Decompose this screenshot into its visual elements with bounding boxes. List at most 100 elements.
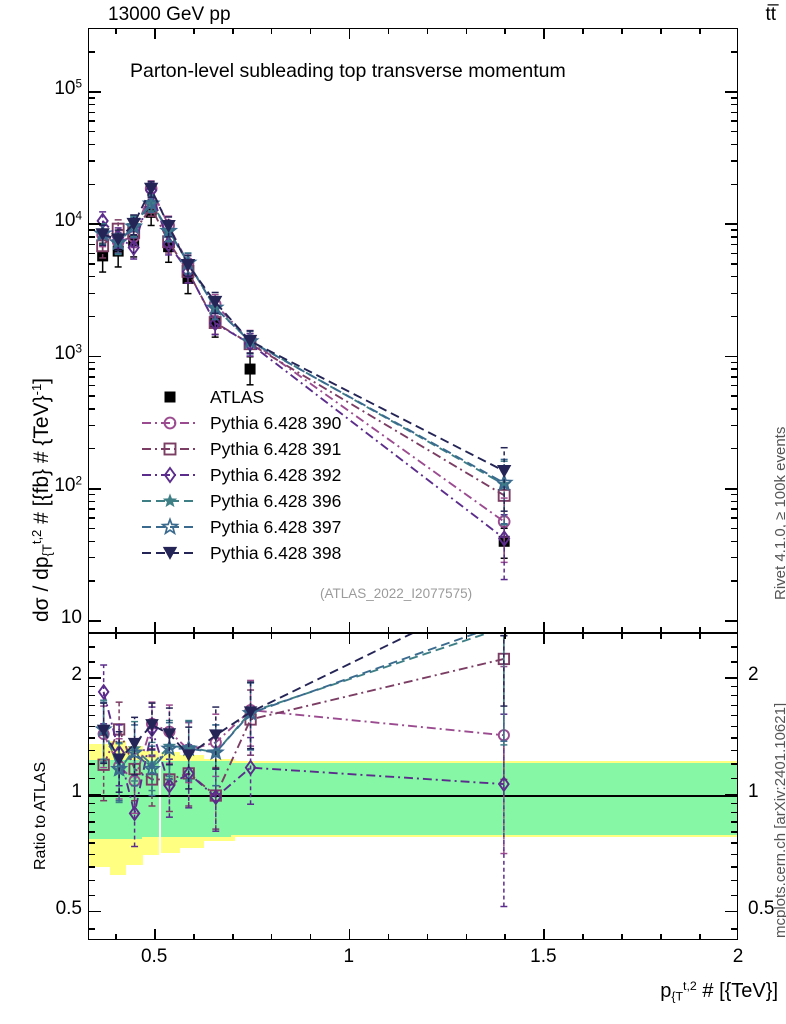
ratio-y-major-tick (725, 793, 738, 796)
ratio-series-line (102, 634, 477, 771)
ratio-y-major-tick (725, 910, 738, 913)
marker-filled-triangle-down (181, 749, 196, 762)
x-tick-bottom (504, 627, 506, 633)
legend-item-pythia-6-428-391[interactable]: Pythia 6.428 391 (140, 436, 341, 462)
y-tick-label: 103 (54, 342, 82, 364)
ratio-series-line (102, 634, 488, 773)
ratio-y-minor-tick (88, 737, 95, 739)
x-tick-top (660, 28, 662, 34)
ratio-y-minor-tick (88, 749, 95, 752)
x-tick-label: 0.5 (140, 946, 168, 967)
legend-key (140, 462, 200, 488)
y-minor-tick (731, 517, 738, 519)
ratio-y-minor-tick (731, 821, 738, 823)
ratio-y-tick-label: 0.5 (55, 897, 82, 919)
y-minor-tick (88, 243, 95, 246)
ratio-y-minor-tick (731, 694, 738, 697)
x-tick-bottom (115, 627, 117, 633)
ratio-y-minor-tick (88, 725, 95, 728)
ratio-y-minor-tick (88, 694, 95, 697)
y-minor-tick (88, 508, 95, 510)
legend-item-pythia-6-428-390[interactable]: Pythia 6.428 390 (140, 410, 341, 436)
ratio-y-minor-tick (731, 704, 738, 706)
y-minor-tick (88, 384, 95, 387)
y-minor-tick (731, 143, 738, 146)
legend-item-atlas[interactable]: ATLAS (140, 384, 341, 410)
y-tick-label: 105 (54, 77, 82, 100)
marker-open-diamond (128, 805, 141, 822)
ratio-y-minor-tick (88, 928, 95, 930)
x-tick-top (582, 28, 584, 34)
y-major-tick (88, 487, 101, 490)
y-minor-tick (731, 493, 738, 496)
marker-filled-square (164, 391, 176, 403)
y-minor-tick (88, 120, 95, 122)
marker-open-diamond (497, 529, 511, 548)
legend-key (140, 514, 200, 540)
y-minor-tick (88, 51, 95, 53)
y-minor-tick (731, 408, 738, 410)
ratio-y-minor-tick (731, 831, 738, 833)
ratio-y-minor-tick (731, 777, 738, 780)
uncertainty-band-green (89, 760, 111, 839)
y-minor-tick (88, 540, 95, 542)
legend-item-pythia-6-428-392[interactable]: Pythia 6.428 392 (140, 462, 341, 488)
x-tick-bottom (543, 622, 545, 633)
marker-filled-triangle-down (162, 728, 177, 741)
marker-open-star (206, 742, 225, 761)
y-major-tick (725, 487, 738, 490)
y-minor-tick (731, 292, 738, 294)
x-tick-bottom (582, 627, 584, 633)
x-tick-top (621, 28, 623, 34)
x-tick-top (348, 28, 351, 39)
ratio-y-major-tick (725, 677, 738, 679)
marker-open-diamond (97, 683, 110, 701)
marker-open-star (494, 472, 514, 492)
ratio-y-minor-tick (731, 685, 738, 688)
legend-item-pythia-6-428-398[interactable]: Pythia 6.428 398 (140, 540, 341, 566)
ratio-y-minor-tick (88, 842, 95, 844)
legend-item-pythia-6-428-396[interactable]: Pythia 6.428 396 (140, 488, 341, 514)
ratio-y-minor-tick (88, 811, 95, 814)
ratio-plot-frame (88, 633, 738, 940)
y-minor-tick (731, 243, 738, 246)
y-minor-tick (88, 252, 95, 255)
ratio-y-minor-tick (731, 879, 738, 882)
y-minor-tick (88, 557, 95, 559)
y-minor-tick (731, 51, 738, 53)
ratio-y-minor-tick (88, 704, 95, 706)
ratio-x-tick-top (699, 633, 701, 639)
ratio-x-tick-bottom (465, 934, 468, 940)
legend-key (140, 436, 200, 462)
ratio-series-line (102, 634, 413, 761)
marker-filled-triangle-down (242, 334, 258, 348)
marker-filled-triangle-down (95, 228, 110, 242)
x-tick-top (699, 28, 701, 34)
ratio-y-minor-tick (88, 646, 95, 648)
marker-filled-triangle-down (112, 753, 126, 766)
legend-item-label: Pythia 6.428 390 (210, 412, 342, 433)
ratio-x-tick-top (270, 633, 273, 639)
y-minor-tick (731, 130, 738, 133)
y-major-tick (725, 620, 738, 622)
y-major-tick (725, 355, 738, 358)
marker-open-circle (163, 416, 177, 430)
legend: ATLAS Pythia 6.428 390 Pythia 6.428 391 Pyt… (140, 384, 341, 566)
marker-open-diamond (208, 314, 222, 332)
y-minor-tick (88, 236, 95, 238)
legend-item-pythia-6-428-397[interactable]: Pythia 6.428 397 (140, 514, 341, 540)
ratio-x-tick-top (387, 633, 390, 639)
x-tick-top (543, 28, 545, 39)
ratio-y-minor-tick (88, 894, 95, 896)
ratio-series-line (102, 709, 504, 783)
y-minor-tick (731, 368, 738, 370)
x-tick-bottom (699, 627, 701, 633)
ratio-x-tick-top (504, 633, 506, 639)
x-tick-bottom (621, 627, 623, 633)
x-tick-bottom (660, 627, 662, 633)
main-plot-canvas (93, 180, 514, 581)
ratio-x-tick-bottom (115, 934, 117, 940)
y-minor-tick (88, 500, 95, 503)
y-minor-tick (731, 580, 738, 582)
ratio-x-tick-bottom (426, 934, 429, 940)
